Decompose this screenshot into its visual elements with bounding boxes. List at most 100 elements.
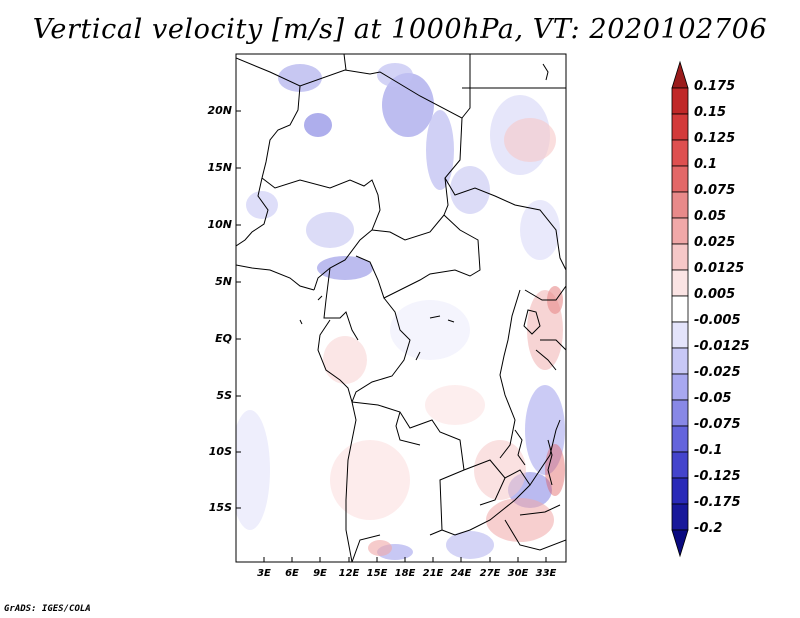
border-line [351,401,465,471]
border-line [261,85,301,179]
coastline [236,264,315,291]
field-shading [236,63,565,560]
grads-credit: GrADS: IGES/COLA [4,604,91,614]
colorbar-label: 0.1 [694,157,718,172]
border-line [447,319,455,323]
border-line [343,54,347,71]
island-outline [317,295,323,301]
border-line [479,477,506,506]
lat-label: EQ [215,332,232,345]
lat-label: 5S [216,389,232,402]
colorbar-cell [671,269,689,297]
shade-patch [390,300,470,360]
shade-patch [474,440,526,500]
border-line [351,534,381,562]
shade-patch [377,63,413,87]
colorbar-cell [671,243,689,271]
island-outline [299,319,303,325]
shade-patch [446,531,494,559]
colorbar-label: -0.025 [694,365,741,380]
colorbar-cells [671,60,689,558]
shade-patch [278,64,322,92]
colorbar-cell [671,503,689,531]
border-line [519,504,561,516]
colorbar-label: -0.0125 [694,339,750,354]
colorbar-cell [671,87,689,115]
border-line [540,339,566,351]
lat-label: 15S [208,501,232,514]
colorbar-cell [671,321,689,349]
shade-patch [304,113,332,137]
lon-label: 3E [257,568,271,579]
lat-label: 10S [208,445,232,458]
colorbar-label: 0.175 [694,79,736,94]
shade-patch [545,444,565,496]
lon-label: 18E [394,568,416,579]
colorbar-cell [671,373,689,401]
colorbar-label: 0.15 [694,105,727,120]
colorbar-label: -0.125 [694,469,741,484]
colorbar-label: 0.075 [694,183,736,198]
border-line [499,289,521,459]
shade-patch [426,110,454,190]
lon-label: 21E [422,568,444,579]
shade-patch [520,200,560,260]
border-line [429,315,441,319]
colorbar-cell [671,165,689,193]
lon-label: 33E [535,568,557,579]
colorbar-cell [671,191,689,219]
border-line [236,177,269,247]
colorbar-cell [671,399,689,427]
lat-label: 15N [207,161,232,174]
shade-patch [236,410,270,530]
colorbar-label: -0.075 [694,417,741,432]
colorbar-cell [671,113,689,141]
border-line [415,351,421,361]
lon-label: 15E [366,568,388,579]
lat-label: 5N [215,275,232,288]
colorbar-label: -0.05 [694,391,732,406]
colorbar-cell [671,451,689,479]
shade-patch [246,191,278,219]
colorbar-label: 0.05 [694,209,727,224]
lake-outline [514,429,526,466]
coastline [542,63,549,81]
colorbar-label: 0.0125 [694,261,745,276]
colorbar-label: -0.175 [694,495,741,510]
shade-patch [330,440,410,520]
border-line [261,177,381,291]
border-line [323,267,359,341]
lon-label: 9E [313,568,327,579]
shade-patch [382,73,434,137]
border-line [355,214,481,299]
border-line [441,459,531,536]
shade-patch [504,118,556,162]
colorbar-label: 0.005 [694,287,736,302]
border-line [444,177,566,271]
lon-label: 24E [450,568,472,579]
shade-patch [323,336,367,384]
shade-patch [306,212,354,248]
border-line [535,349,557,371]
lon-label: 30E [507,568,529,579]
lon-label: 12E [338,568,360,579]
colorbar-label: 0.025 [694,235,736,250]
axis-ticks [236,110,547,562]
border-line [461,54,471,119]
chart-title: Vertical velocity [m/s] at 1000hPa, VT: … [32,14,768,45]
lake-outline [547,439,553,486]
border-line [395,411,421,446]
border-line [529,419,561,486]
colorbar-cell [671,139,689,167]
map-frame [235,53,567,563]
border-line [504,519,566,551]
lake-outline [523,309,541,335]
colorbar-cell [671,425,689,453]
lat-label: 20N [207,104,232,117]
lat-label: 10N [207,218,232,231]
colorbar-cell [671,217,689,245]
border-line [524,285,566,301]
colorbar-cell [671,295,689,323]
